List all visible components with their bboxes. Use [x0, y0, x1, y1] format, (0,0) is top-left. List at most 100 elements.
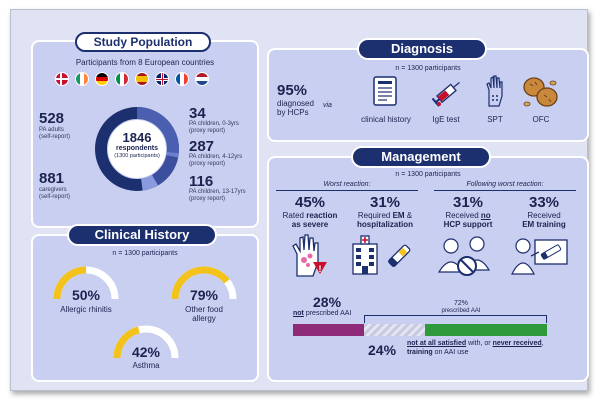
- unsatisfied-part-5: training: [407, 349, 433, 356]
- food-allergy-label-2: allergy: [192, 314, 216, 323]
- germany-flag: [95, 72, 109, 86]
- em-hospitalization-line-1: Required EM &: [347, 211, 423, 220]
- children-13-17-sub: (proxy report): [189, 196, 226, 202]
- unsatisfied-part-1: not at all satisfied: [407, 340, 467, 347]
- pa-adults-label: PA adults: [39, 127, 64, 133]
- clinical-history-title: Clinical History: [67, 224, 217, 246]
- severe-reaction-line-1: Rated reaction: [275, 211, 345, 220]
- no-hcp-support-icon: [437, 236, 491, 276]
- allergic-rhinitis-gauge: [53, 266, 119, 300]
- no-hcp-support-line-2: HCP support: [443, 220, 493, 229]
- children-4-12-label: PA children, 4-12yrs: [189, 154, 243, 160]
- em-training-value: 33%: [528, 194, 560, 211]
- unsatisfied-bar-segment: [364, 324, 425, 336]
- respondents-total: 1846: [122, 130, 152, 145]
- em-training-line-1: Received: [527, 211, 561, 220]
- severe-reaction-line-1a: Rated: [282, 211, 307, 220]
- following-reaction-divider: [434, 190, 576, 191]
- allergic-rhinitis-value: 50%: [71, 287, 101, 303]
- respondents-sub: (1300 participants): [114, 153, 160, 159]
- prescribed-label: prescribed AAI: [441, 308, 481, 314]
- svg-text:!: !: [319, 264, 322, 274]
- clinical-history-document-icon: [373, 76, 397, 106]
- worst-reaction-divider: [276, 190, 418, 191]
- unsatisfied-part-3: never received: [492, 340, 542, 347]
- respondents-label: respondents: [115, 145, 158, 152]
- no-hcp-support-line-1b: no: [480, 211, 491, 220]
- uk-flag: [155, 72, 169, 86]
- caregivers-value: 881: [39, 170, 65, 187]
- severe-reaction-line-1b: reaction: [306, 211, 338, 220]
- syringe-icon: [431, 81, 460, 107]
- satisfied-bar-segment: [425, 324, 547, 336]
- diagnosis-via: via: [323, 102, 332, 109]
- not-prescribed-word: not: [293, 310, 304, 317]
- asthma-label: Asthma: [132, 361, 160, 370]
- unsatisfied-part-2: with, or: [466, 340, 493, 347]
- allergic-rhinitis-label: Allergic rhinitis: [60, 305, 112, 314]
- em-training-icon: [511, 238, 568, 275]
- em-training-line-2: EM training: [522, 220, 566, 229]
- no-hcp-support-line-1: Received no: [431, 211, 505, 220]
- hospital-icon: [352, 235, 378, 275]
- children-13-17-label: PA children, 13-17yrs: [189, 189, 246, 195]
- prescribed-value: 72%: [453, 300, 468, 307]
- diagnosis-title: Diagnosis: [357, 38, 487, 60]
- study-population-subtitle: Participants from 8 European countries: [75, 58, 215, 67]
- unsatisfied-part-4: ,: [541, 340, 544, 347]
- italy-flag: [115, 72, 129, 86]
- pa-adults-sub: (self-report): [39, 134, 71, 140]
- not-prescribed-label: not prescribed AAI: [293, 310, 351, 317]
- food-allergy-value: 79%: [189, 287, 219, 303]
- unsatisfied-value: 24%: [368, 342, 397, 358]
- management-title: Management: [351, 146, 491, 168]
- caregivers-label: caregivers: [39, 187, 67, 193]
- children-0-3-value: 34: [189, 105, 206, 122]
- peanut-icon: [523, 77, 558, 107]
- asthma-gauge: [113, 325, 179, 359]
- not-prescribed-bar-segment: [293, 324, 364, 336]
- management-n: n = 1300 participants: [395, 171, 461, 178]
- not-prescribed-rest: prescribed AAI: [303, 310, 352, 317]
- diagnosis-method-clinical-history: clinical history: [361, 115, 411, 124]
- diagnosis-value: 95%: [277, 82, 308, 99]
- caregivers-sub: (self-report): [39, 194, 71, 200]
- spain-flag: [135, 72, 149, 86]
- not-prescribed-value: 28%: [313, 294, 342, 310]
- diagnosis-method-ofc: OFC: [532, 115, 550, 124]
- hand-icon: [486, 75, 503, 107]
- severe-reaction-value: 45%: [294, 194, 326, 211]
- diagnosis-method-spt: SPT: [487, 115, 503, 124]
- denmark-flag: [55, 72, 69, 86]
- infographic-frame: Study Population Participants from 8 Eur…: [10, 9, 589, 391]
- severe-reaction-line-2: as severe: [291, 220, 329, 229]
- prescribed-bracket: [364, 315, 547, 323]
- em-hospitalization-line-2: hospitalization: [357, 220, 413, 229]
- ireland-flag: [75, 72, 89, 86]
- unsatisfied-label-line-1: not at all satisfied with, or never rece…: [407, 340, 544, 347]
- em-hospitalization-line-1a: Required: [357, 211, 393, 220]
- no-hcp-support-value: 31%: [452, 194, 484, 211]
- swollen-hand-warning-icon: !: [292, 234, 327, 277]
- study-population-title: Study Population: [75, 32, 211, 52]
- diagnosis-n: n = 1300 participants: [395, 65, 461, 72]
- em-hospitalization-line-1c: &: [404, 211, 413, 220]
- auto-injector-icon: [387, 244, 411, 268]
- diagnosis-method-ige-test: IgE test: [432, 115, 460, 124]
- worst-reaction-header: Worst reaction:: [323, 181, 371, 188]
- netherlands-flag: [195, 72, 209, 86]
- em-hospitalization-line-1b: EM: [392, 211, 405, 220]
- em-hospitalization-value: 31%: [369, 194, 401, 211]
- france-flag: [175, 72, 189, 86]
- food-allergy-gauge: [171, 266, 237, 300]
- children-0-3-label: PA children, 0-3yrs: [189, 121, 239, 127]
- food-allergy-label: Other food: [185, 305, 223, 314]
- unsatisfied-label-line-2: training on AAI use: [407, 349, 468, 356]
- children-4-12-value: 287: [189, 138, 215, 155]
- no-hcp-support-line-1a: Received: [445, 211, 481, 220]
- diagnosis-label-1: diagnosed: [277, 99, 314, 108]
- children-13-17-value: 116: [189, 173, 214, 190]
- children-4-12-sub: (proxy report): [189, 161, 226, 167]
- unsatisfied-part-6: on AAI use: [432, 349, 469, 356]
- following-reaction-header: Following worst reaction:: [466, 181, 544, 188]
